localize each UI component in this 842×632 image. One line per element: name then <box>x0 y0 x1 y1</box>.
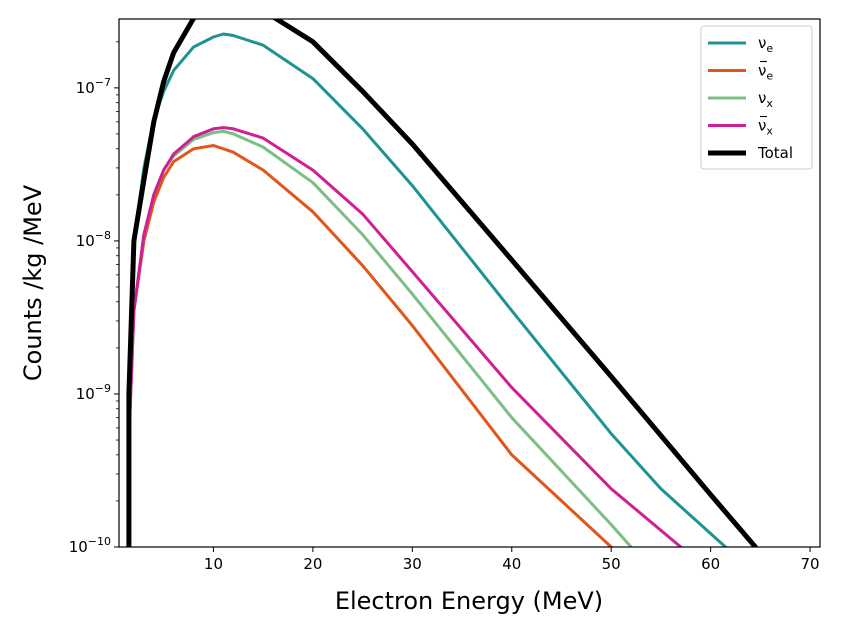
legend-label-2: νx <box>758 89 773 110</box>
x-tick-label: 50 <box>602 555 621 573</box>
legend-label-4: Total <box>757 144 793 162</box>
x-tick-label: 60 <box>701 555 720 573</box>
y-tick-label: 10−9 <box>76 382 111 403</box>
series-line-0 <box>127 32 727 547</box>
x-tick-label: 20 <box>303 555 322 573</box>
legend-label-3: νx <box>758 117 773 138</box>
x-tick-label: 10 <box>204 555 223 573</box>
y-tick-label: 10−7 <box>76 76 111 97</box>
legend: νe νe νx νx Total <box>700 25 813 170</box>
x-tick-label: 30 <box>403 555 422 573</box>
legend-items: νe νe νx νx Total <box>708 34 793 162</box>
x-axis-label: Electron Energy (MeV) <box>335 587 603 615</box>
y-axis-label: Counts /kg /MeV <box>19 184 47 381</box>
series-line-1 <box>127 144 613 547</box>
x-tick-label: 40 <box>502 555 521 573</box>
series-lines <box>126 19 758 547</box>
y-tick-label: 10−10 <box>69 535 111 556</box>
legend-box <box>700 25 813 170</box>
x-tick-label: 70 <box>801 555 820 573</box>
series-line-3 <box>127 126 683 547</box>
y-tick-label: 10−8 <box>76 229 111 250</box>
axis-ticks: 10 20 30 40 50 60 70 10−7 10−8 10−9 10−10 <box>69 41 820 573</box>
plot-frame <box>118 18 821 548</box>
legend-label-1: νe <box>758 62 773 83</box>
legend-label-0: νe <box>758 34 773 55</box>
series-line-2 <box>127 129 633 547</box>
series-line-4 <box>126 19 758 547</box>
